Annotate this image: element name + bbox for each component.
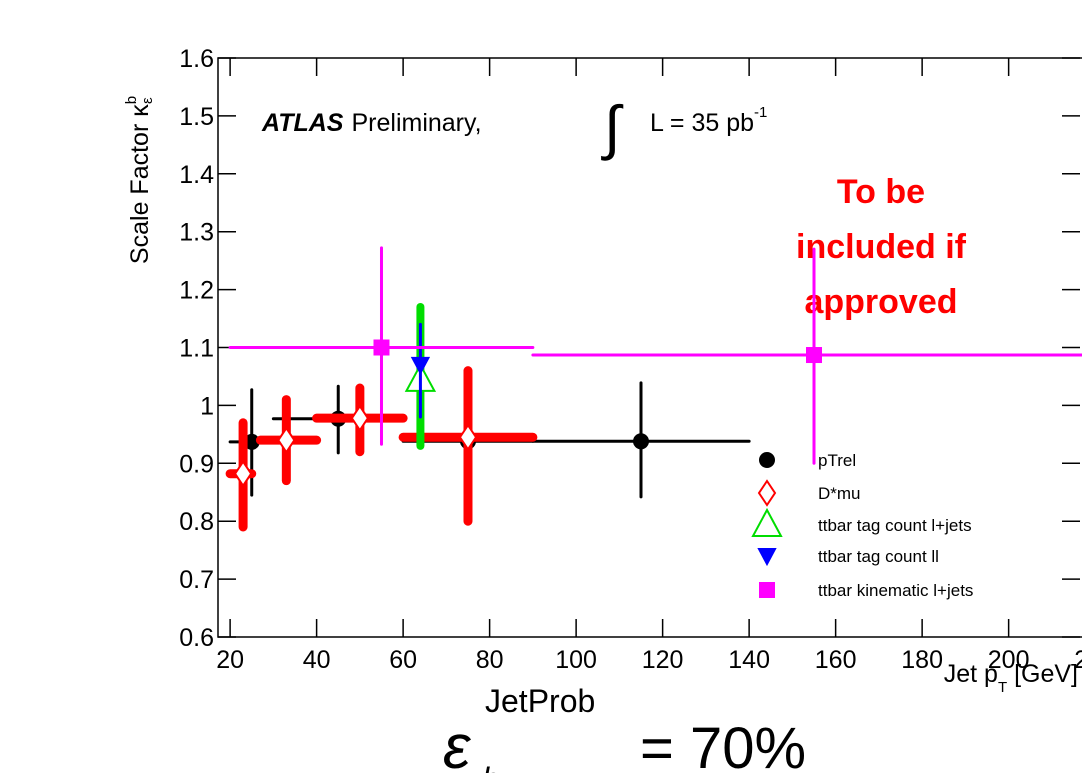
formula-rest: = 70% — [640, 716, 806, 773]
y-tick-label: 0.7 — [179, 566, 214, 594]
x-tick-label: 120 — [642, 646, 684, 674]
formula-sup: JetProb — [485, 683, 595, 719]
x-tick-label: 160 — [815, 646, 857, 674]
lumi-exp: -1 — [754, 104, 767, 121]
x-tick-label: 140 — [728, 646, 770, 674]
annotation-line: included if — [796, 228, 967, 266]
marker — [757, 548, 777, 567]
marker — [410, 356, 431, 375]
x-tick-label: 200 — [988, 646, 1030, 674]
annotation-line: approved — [804, 283, 957, 321]
legend-label: ttbar kinematic l+jets — [818, 581, 973, 600]
x-tick-label: 100 — [555, 646, 597, 674]
annotation: To be included if approved — [796, 173, 967, 321]
formula: ε JetProb b = 70% — [443, 683, 806, 773]
marker — [757, 479, 777, 507]
x-tick-label: 180 — [901, 646, 943, 674]
marker — [632, 433, 649, 450]
y-tick-label: 1.5 — [179, 103, 214, 131]
formula-sub: b — [482, 761, 500, 773]
x-tick-label: 20 — [216, 646, 244, 674]
y-tick-label: 0.8 — [179, 508, 214, 536]
integral-sign: ∫ — [601, 94, 624, 161]
x-label-sub: T — [998, 679, 1007, 696]
x-tick-label: 60 — [389, 646, 417, 674]
y-tick-label: 1.1 — [179, 335, 214, 363]
marker — [751, 507, 783, 537]
y-tick-label: 0.6 — [179, 624, 214, 652]
y-tick-label: 1.6 — [179, 45, 214, 73]
legend-label: D*mu — [818, 484, 861, 503]
marker — [458, 423, 478, 452]
lumi-label: L = 35 pb-1 — [650, 104, 767, 137]
y-tick-label: 1.3 — [179, 219, 214, 247]
marker — [373, 339, 390, 356]
marker — [350, 404, 370, 432]
x-label-unit: [GeV] — [1007, 660, 1078, 688]
lumi: L = 35 pb — [650, 109, 754, 137]
y-label-sub: ε — [139, 97, 156, 104]
marker — [806, 347, 823, 364]
y-tick-label: 0.9 — [179, 450, 214, 478]
x-tick-label: 40 — [303, 646, 331, 674]
legend-label: ttbar tag count l+jets — [818, 516, 972, 535]
marker — [277, 426, 296, 454]
marker — [243, 433, 260, 450]
x-tick-label: 80 — [476, 646, 504, 674]
marker — [759, 582, 775, 598]
marker — [233, 459, 253, 488]
legend-label: ttbar tag count ll — [818, 547, 939, 566]
y-axis-label: Scale Factor κbε — [123, 96, 156, 264]
preliminary: Preliminary, — [351, 109, 481, 137]
y-label-sup: b — [123, 96, 140, 104]
x-label: Jet p — [944, 660, 998, 688]
legend: pTrel D*mu ttbar tag count l+jets ttbar tag… — [751, 451, 973, 600]
y-label: Scale Factor κ — [126, 104, 154, 264]
annotation-line: To be — [837, 173, 925, 211]
atlas: ATLAS — [261, 109, 344, 137]
atlas-label: ATLAS Preliminary, — [261, 109, 482, 137]
marker — [759, 452, 775, 468]
formula-symbol: ε — [443, 713, 471, 773]
x-axis-label: Jet pT [GeV] — [944, 660, 1078, 696]
legend-label: pTrel — [818, 451, 856, 470]
x-tick-label: 220 — [1074, 646, 1082, 674]
y-tick-label: 1.2 — [179, 277, 214, 305]
y-tick-label: 1.4 — [179, 161, 214, 189]
y-tick-label: 1 — [200, 392, 214, 420]
data-layer — [225, 246, 1082, 532]
